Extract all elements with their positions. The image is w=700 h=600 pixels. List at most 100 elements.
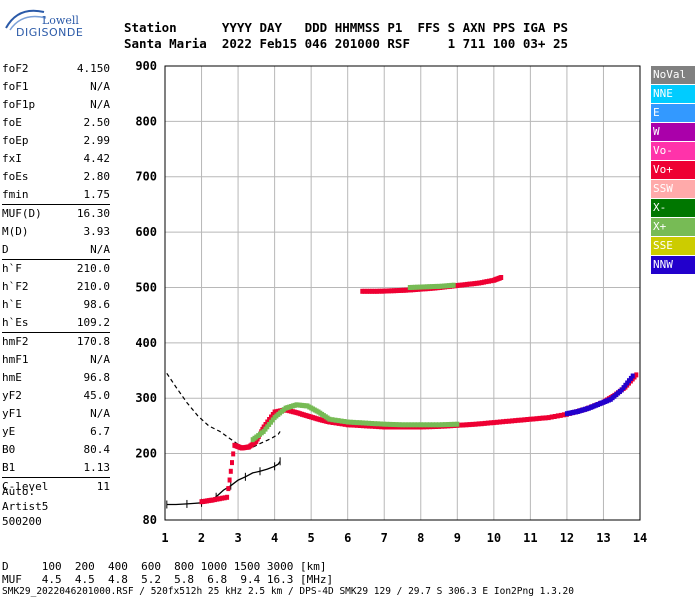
echo-point xyxy=(472,281,477,287)
echo-point xyxy=(519,417,524,423)
echo-point xyxy=(373,421,378,427)
param-row-foe: foE 2.50 xyxy=(2,114,110,132)
echo-point xyxy=(427,284,432,290)
echo-point xyxy=(420,284,424,290)
param-row-fof1p: foF1p N/A xyxy=(2,96,110,114)
x-tick-label: 6 xyxy=(344,531,351,545)
echo-point xyxy=(397,422,402,428)
echo-point xyxy=(561,412,566,418)
echo-point xyxy=(489,278,494,284)
echo-point xyxy=(385,421,390,427)
echo-point xyxy=(215,496,220,502)
echo-point xyxy=(510,418,515,424)
param-row-yf1: yF1 N/A xyxy=(2,405,110,423)
param-name: fxI xyxy=(2,152,22,165)
echo-point xyxy=(354,422,359,428)
param-row-foes: foEs 2.80 xyxy=(2,168,110,186)
echo-point xyxy=(412,422,417,428)
param-value: 1.13 xyxy=(83,461,111,474)
autoscaling-info: Auto: Artist5 500200 xyxy=(2,484,48,529)
param-row-mufd: MUF(D) 16.30 xyxy=(2,205,110,223)
param-row-hf2: h`F2 210.0 xyxy=(2,278,110,296)
echo-point xyxy=(528,416,533,422)
x-tick-label: 5 xyxy=(308,531,315,545)
param-value: 80.4 xyxy=(83,443,111,456)
echo-point xyxy=(467,422,472,428)
param-value: 4.150 xyxy=(76,62,110,75)
echo-point xyxy=(424,284,429,290)
param-name: foE xyxy=(2,116,22,129)
echo-point xyxy=(457,282,462,288)
legend-item-vo: Vo- xyxy=(651,142,695,160)
echo-point xyxy=(231,451,236,457)
echo-point xyxy=(434,283,439,289)
echo-point xyxy=(513,418,518,424)
echo-point xyxy=(367,423,371,429)
echo-point xyxy=(501,419,505,425)
echo-point xyxy=(531,416,536,422)
param-name: foF1p xyxy=(2,98,36,111)
y-tick-label: 400 xyxy=(135,336,157,350)
echo-point xyxy=(342,419,347,424)
echo-point xyxy=(391,422,396,427)
echo-point xyxy=(360,288,365,294)
echo-point xyxy=(479,421,484,427)
echo-point xyxy=(339,418,344,424)
echo-point xyxy=(434,422,438,428)
param-row-d: D N/A xyxy=(2,241,110,259)
echo-point xyxy=(479,280,484,286)
echo-point xyxy=(365,288,370,294)
y-tick-label: 900 xyxy=(135,59,157,73)
param-name: yF1 xyxy=(2,407,22,420)
echo-point xyxy=(230,460,234,466)
echo-point xyxy=(477,280,482,286)
x-tick-label: 13 xyxy=(596,531,610,545)
legend-item-x: X- xyxy=(651,199,695,217)
echo-point xyxy=(330,420,335,425)
param-row-ye: yE 6.7 xyxy=(2,423,110,441)
param-value: N/A xyxy=(90,80,110,93)
x-tick-label: 14 xyxy=(633,531,647,545)
virtual-height-trace xyxy=(166,372,281,450)
param-name: h`F2 xyxy=(2,280,29,293)
echo-point xyxy=(484,279,489,285)
echo-point xyxy=(377,288,382,294)
param-row-clevel: C-level 11 xyxy=(2,478,110,496)
echo-point xyxy=(630,373,635,379)
legend-item-vo: Vo+ xyxy=(651,161,695,179)
param-name: foEp xyxy=(2,134,29,147)
param-value: 1.75 xyxy=(83,188,111,201)
echo-point xyxy=(540,415,545,421)
x-tick-label: 11 xyxy=(523,531,537,545)
param-value: 109.2 xyxy=(76,316,110,329)
param-value: 11 xyxy=(96,480,110,493)
param-value: 2.50 xyxy=(83,116,111,129)
x-tick-label: 8 xyxy=(417,531,424,545)
echo-point xyxy=(412,284,417,290)
echo-point xyxy=(357,420,362,426)
echo-point xyxy=(374,288,379,294)
echo-point xyxy=(404,287,409,293)
echo-point xyxy=(367,288,372,294)
echo-point xyxy=(441,283,446,289)
echo-point xyxy=(444,283,449,289)
legend-item-x: X+ xyxy=(651,218,695,236)
param-row-fxi: fxI 4.42 xyxy=(2,150,110,168)
echo-point xyxy=(364,420,368,426)
echo-point xyxy=(333,417,338,423)
echo-point xyxy=(449,421,454,427)
x-tick-label: 2 xyxy=(198,531,205,545)
param-value: 96.8 xyxy=(83,371,111,384)
polarization-legend: NoVal NNE E W Vo- Vo+ SSW X- X+ SSE NNW xyxy=(651,66,695,275)
echo-point xyxy=(429,284,434,290)
digisonde-logo: Lowell DIGISONDE xyxy=(4,4,84,44)
echo-point xyxy=(333,420,338,426)
param-value: 45.0 xyxy=(83,389,111,402)
x-tick-label: 3 xyxy=(234,531,241,545)
echo-point xyxy=(360,420,365,426)
param-value: 170.8 xyxy=(76,335,110,348)
echo-point xyxy=(452,421,457,427)
param-name: MUF(D) xyxy=(2,207,42,220)
param-value: 6.7 xyxy=(90,425,110,438)
echo-point xyxy=(543,415,548,421)
